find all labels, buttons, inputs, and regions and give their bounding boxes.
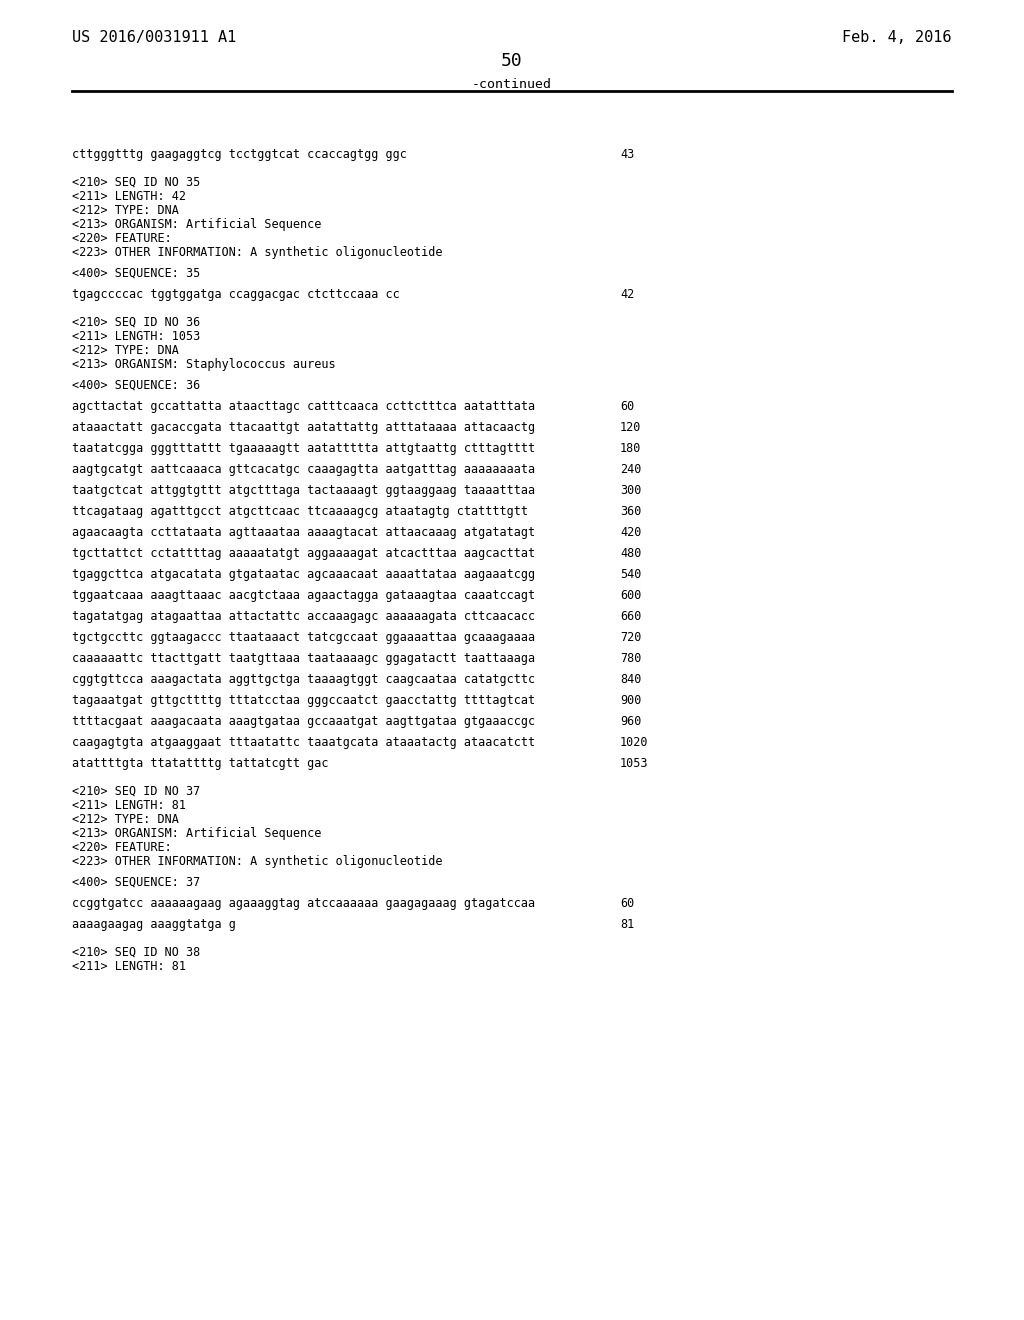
Text: tgctgccttc ggtaagaccc ttaataaact tatcgccaat ggaaaattaa gcaaagaaaa: tgctgccttc ggtaagaccc ttaataaact tatcgcc…	[72, 631, 536, 644]
Text: -continued: -continued	[472, 78, 552, 91]
Text: <223> OTHER INFORMATION: A synthetic oligonucleotide: <223> OTHER INFORMATION: A synthetic oli…	[72, 855, 442, 869]
Text: <212> TYPE: DNA: <212> TYPE: DNA	[72, 205, 179, 216]
Text: 540: 540	[620, 568, 641, 581]
Text: 50: 50	[501, 51, 523, 70]
Text: 960: 960	[620, 715, 641, 729]
Text: 660: 660	[620, 610, 641, 623]
Text: aagtgcatgt aattcaaaca gttcacatgc caaagagtta aatgatttag aaaaaaaata: aagtgcatgt aattcaaaca gttcacatgc caaagag…	[72, 463, 536, 477]
Text: atattttgta ttatattttg tattatcgtt gac: atattttgta ttatattttg tattatcgtt gac	[72, 756, 329, 770]
Text: tggaatcaaa aaagttaaac aacgtctaaa agaactagga gataaagtaa caaatccagt: tggaatcaaa aaagttaaac aacgtctaaa agaacta…	[72, 589, 536, 602]
Text: caagagtgta atgaaggaat tttaatattc taaatgcata ataaatactg ataacatctt: caagagtgta atgaaggaat tttaatattc taaatgc…	[72, 737, 536, 748]
Text: Feb. 4, 2016: Feb. 4, 2016	[843, 30, 952, 45]
Text: agaacaagta ccttataata agttaaataa aaaagtacat attaacaaag atgatatagt: agaacaagta ccttataata agttaaataa aaaagta…	[72, 525, 536, 539]
Text: <220> FEATURE:: <220> FEATURE:	[72, 232, 172, 246]
Text: <400> SEQUENCE: 35: <400> SEQUENCE: 35	[72, 267, 201, 280]
Text: aaaagaagag aaaggtatga g: aaaagaagag aaaggtatga g	[72, 917, 236, 931]
Text: US 2016/0031911 A1: US 2016/0031911 A1	[72, 30, 237, 45]
Text: <210> SEQ ID NO 36: <210> SEQ ID NO 36	[72, 315, 201, 329]
Text: <213> ORGANISM: Artificial Sequence: <213> ORGANISM: Artificial Sequence	[72, 828, 322, 840]
Text: 300: 300	[620, 484, 641, 498]
Text: cggtgttcca aaagactata aggttgctga taaaagtggt caagcaataa catatgcttc: cggtgttcca aaagactata aggttgctga taaaagt…	[72, 673, 536, 686]
Text: 360: 360	[620, 506, 641, 517]
Text: 81: 81	[620, 917, 634, 931]
Text: <212> TYPE: DNA: <212> TYPE: DNA	[72, 345, 179, 356]
Text: tgagccccac tggtggatga ccaggacgac ctcttccaaa cc: tgagccccac tggtggatga ccaggacgac ctcttcc…	[72, 288, 399, 301]
Text: ttcagataag agatttgcct atgcttcaac ttcaaaagcg ataatagtg ctattttgtt: ttcagataag agatttgcct atgcttcaac ttcaaaa…	[72, 506, 528, 517]
Text: 720: 720	[620, 631, 641, 644]
Text: tgcttattct cctattttag aaaaatatgt aggaaaagat atcactttaa aagcacttat: tgcttattct cctattttag aaaaatatgt aggaaaa…	[72, 546, 536, 560]
Text: <213> ORGANISM: Staphylococcus aureus: <213> ORGANISM: Staphylococcus aureus	[72, 358, 336, 371]
Text: 42: 42	[620, 288, 634, 301]
Text: 480: 480	[620, 546, 641, 560]
Text: agcttactat gccattatta ataacttagc catttcaaca ccttctttca aatatttata: agcttactat gccattatta ataacttagc catttca…	[72, 400, 536, 413]
Text: 60: 60	[620, 898, 634, 909]
Text: tagatatgag atagaattaa attactattc accaaagagc aaaaaagata cttcaacacc: tagatatgag atagaattaa attactattc accaaag…	[72, 610, 536, 623]
Text: <210> SEQ ID NO 35: <210> SEQ ID NO 35	[72, 176, 201, 189]
Text: caaaaaattc ttacttgatt taatgttaaa taataaaagc ggagatactt taattaaaga: caaaaaattc ttacttgatt taatgttaaa taataaa…	[72, 652, 536, 665]
Text: 900: 900	[620, 694, 641, 708]
Text: <223> OTHER INFORMATION: A synthetic oligonucleotide: <223> OTHER INFORMATION: A synthetic oli…	[72, 246, 442, 259]
Text: 600: 600	[620, 589, 641, 602]
Text: cttgggtttg gaagaggtcg tcctggtcat ccaccagtgg ggc: cttgggtttg gaagaggtcg tcctggtcat ccaccag…	[72, 148, 407, 161]
Text: 120: 120	[620, 421, 641, 434]
Text: 420: 420	[620, 525, 641, 539]
Text: 1053: 1053	[620, 756, 648, 770]
Text: ccggtgatcc aaaaaagaag agaaaggtag atccaaaaaa gaagagaaag gtagatccaa: ccggtgatcc aaaaaagaag agaaaggtag atccaaa…	[72, 898, 536, 909]
Text: tagaaatgat gttgcttttg tttatcctaa gggccaatct gaacctattg ttttagtcat: tagaaatgat gttgcttttg tttatcctaa gggccaa…	[72, 694, 536, 708]
Text: tgaggcttca atgacatata gtgataatac agcaaacaat aaaattataa aagaaatcgg: tgaggcttca atgacatata gtgataatac agcaaac…	[72, 568, 536, 581]
Text: 180: 180	[620, 442, 641, 455]
Text: taatatcgga gggtttattt tgaaaaagtt aatattttta attgtaattg ctttagtttt: taatatcgga gggtttattt tgaaaaagtt aatattt…	[72, 442, 536, 455]
Text: <211> LENGTH: 42: <211> LENGTH: 42	[72, 190, 186, 203]
Text: <400> SEQUENCE: 36: <400> SEQUENCE: 36	[72, 379, 201, 392]
Text: 1020: 1020	[620, 737, 648, 748]
Text: 240: 240	[620, 463, 641, 477]
Text: <210> SEQ ID NO 38: <210> SEQ ID NO 38	[72, 946, 201, 960]
Text: taatgctcat attggtgttt atgctttaga tactaaaagt ggtaaggaag taaaatttaa: taatgctcat attggtgttt atgctttaga tactaaa…	[72, 484, 536, 498]
Text: <211> LENGTH: 1053: <211> LENGTH: 1053	[72, 330, 201, 343]
Text: <220> FEATURE:: <220> FEATURE:	[72, 841, 172, 854]
Text: <213> ORGANISM: Artificial Sequence: <213> ORGANISM: Artificial Sequence	[72, 218, 322, 231]
Text: 840: 840	[620, 673, 641, 686]
Text: <210> SEQ ID NO 37: <210> SEQ ID NO 37	[72, 785, 201, 799]
Text: 60: 60	[620, 400, 634, 413]
Text: <211> LENGTH: 81: <211> LENGTH: 81	[72, 799, 186, 812]
Text: <400> SEQUENCE: 37: <400> SEQUENCE: 37	[72, 876, 201, 888]
Text: 43: 43	[620, 148, 634, 161]
Text: 780: 780	[620, 652, 641, 665]
Text: ttttacgaat aaagacaata aaagtgataa gccaaatgat aagttgataa gtgaaaccgc: ttttacgaat aaagacaata aaagtgataa gccaaat…	[72, 715, 536, 729]
Text: ataaactatt gacaccgata ttacaattgt aatattattg atttataaaa attacaactg: ataaactatt gacaccgata ttacaattgt aatatta…	[72, 421, 536, 434]
Text: <212> TYPE: DNA: <212> TYPE: DNA	[72, 813, 179, 826]
Text: <211> LENGTH: 81: <211> LENGTH: 81	[72, 960, 186, 973]
